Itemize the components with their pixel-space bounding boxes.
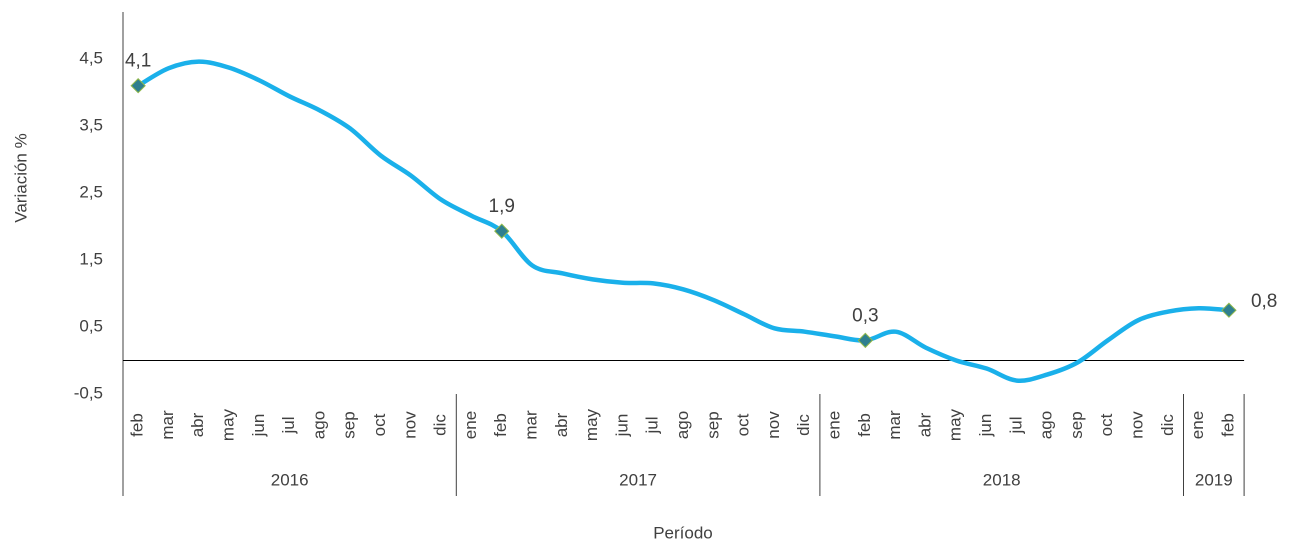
x-tick-label: sep: [340, 411, 359, 438]
x-tick-label: ene: [461, 411, 480, 439]
x-tick-label: jul: [643, 416, 662, 434]
x-tick-label: ene: [1188, 411, 1207, 439]
x-tick-label: feb: [1218, 413, 1237, 437]
x-axis-label: Período: [653, 523, 713, 542]
y-tick-label: 4,5: [79, 48, 103, 67]
x-tick-label: mar: [885, 410, 904, 440]
y-tick-label: 3,5: [79, 115, 103, 134]
x-tick-label: jul: [279, 416, 298, 434]
x-tick-label: dic: [1158, 414, 1177, 436]
data-label: 1,9: [489, 196, 515, 217]
x-tick-label: mar: [522, 410, 541, 440]
x-tick-label: nov: [764, 411, 783, 439]
x-tick-label: ago: [309, 411, 328, 439]
marker: [857, 332, 874, 349]
x-tick-label: may: [219, 408, 238, 441]
y-tick-label: -0,5: [74, 383, 103, 402]
x-group-label: 2018: [983, 470, 1021, 489]
x-group-label: 2017: [619, 470, 657, 489]
x-tick-label: feb: [491, 413, 510, 437]
line-series: [135, 59, 1232, 383]
x-tick-label: oct: [734, 413, 753, 436]
x-tick-label: jun: [612, 414, 631, 438]
x-tick-label: feb: [855, 413, 874, 437]
x-tick-label: dic: [431, 414, 450, 436]
x-tick-label: abr: [188, 412, 207, 437]
x-tick-label: abr: [552, 412, 571, 437]
x-tick-label: feb: [128, 413, 147, 437]
x-tick-label: ago: [673, 411, 692, 439]
x-group-label: 2019: [1195, 470, 1233, 489]
x-tick-label: jun: [249, 414, 268, 438]
x-tick-label: sep: [703, 411, 722, 438]
x-tick-label: jul: [1006, 416, 1025, 434]
x-tick-label: oct: [1097, 413, 1116, 436]
x-tick-label: abr: [915, 412, 934, 437]
x-tick-label: sep: [1067, 411, 1086, 438]
x-tick-label: may: [946, 408, 965, 441]
y-tick-label: 2,5: [79, 182, 103, 201]
marker: [1221, 302, 1237, 318]
x-group-label: 2016: [271, 470, 309, 489]
x-tick-label: jun: [976, 414, 995, 438]
marker: [130, 78, 146, 94]
x-tick-label: oct: [370, 413, 389, 436]
y-tick-label: 0,5: [79, 316, 103, 335]
x-tick-label: nov: [1128, 411, 1147, 439]
data-label: 0,8: [1251, 291, 1277, 312]
data-label: 0,3: [852, 305, 878, 326]
y-tick-label: 1,5: [79, 249, 103, 268]
x-tick-label: ago: [1037, 411, 1056, 439]
x-tick-label: ene: [825, 411, 844, 439]
marker: [494, 223, 510, 239]
x-tick-label: nov: [400, 411, 419, 439]
x-tick-label: dic: [794, 414, 813, 436]
data-label: 4,1: [125, 51, 151, 72]
x-tick-label: mar: [158, 410, 177, 440]
y-axis-label: Variación %: [11, 133, 30, 222]
x-tick-label: may: [582, 408, 601, 441]
